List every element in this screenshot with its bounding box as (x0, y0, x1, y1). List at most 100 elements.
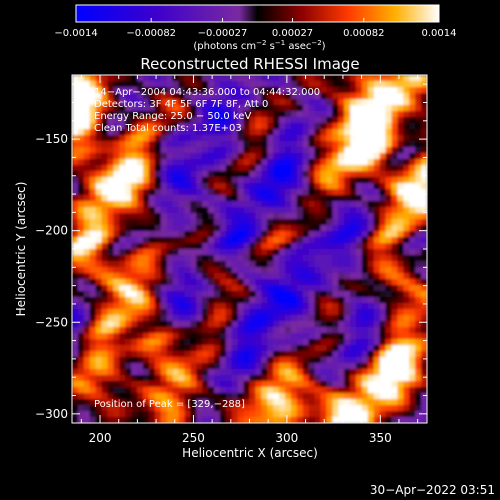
heatmap-cell (107, 111, 115, 118)
heatmap-cell (148, 243, 156, 250)
heatmap-cell (403, 201, 410, 208)
heatmap-cell (421, 165, 427, 172)
heatmap-cell (350, 315, 357, 322)
heatmap-cell (137, 279, 144, 286)
heatmap-cell (379, 393, 387, 400)
heatmap-cell (285, 375, 292, 382)
heatmap-cell (379, 297, 387, 304)
heatmap-cell (137, 393, 144, 400)
heatmap-cell (350, 321, 357, 328)
heatmap-cell (154, 117, 162, 124)
heatmap-cell (237, 357, 245, 364)
heatmap-cell (403, 237, 410, 244)
heatmap-cell (148, 117, 156, 124)
heatmap-cell (350, 123, 357, 130)
heatmap-cell (279, 237, 286, 244)
heatmap-cell (344, 141, 351, 148)
heatmap-cell (397, 321, 404, 328)
heatmap-cell (184, 339, 191, 346)
heatmap-cell (267, 255, 274, 262)
heatmap-cell (101, 363, 109, 370)
heatmap-cell (184, 207, 191, 214)
heatmap-cell (273, 213, 280, 220)
heatmap-cell (332, 345, 339, 352)
heatmap-cell (202, 285, 209, 292)
heatmap-cell (237, 183, 245, 190)
heatmap-cell (338, 297, 345, 304)
heatmap-cell (361, 225, 369, 232)
heatmap-cell (125, 135, 132, 142)
heatmap-cell (350, 291, 357, 298)
heatmap-cell (225, 369, 233, 376)
heatmap-cell (261, 105, 268, 112)
heatmap-cell (225, 291, 233, 298)
heatmap-cell (184, 159, 191, 166)
heatmap-cell (255, 183, 262, 190)
heatmap-cell (83, 207, 91, 214)
heatmap-cell (202, 267, 209, 274)
heatmap-cell (290, 339, 298, 346)
heatmap-cell (397, 339, 404, 346)
heatmap-cell (385, 165, 393, 172)
heatmap-cell (184, 111, 191, 118)
heatmap-cell (255, 339, 262, 346)
heatmap-cell (379, 333, 387, 340)
heatmap-cell (237, 387, 245, 394)
heatmap-cell (279, 297, 286, 304)
heatmap-cell (178, 363, 186, 370)
heatmap-cell (255, 381, 262, 388)
heatmap-cell (403, 261, 410, 268)
heatmap-cell (285, 111, 292, 118)
heatmap-cell (332, 93, 339, 100)
heatmap-cell (356, 171, 363, 178)
heatmap-cell (255, 303, 262, 310)
heatmap-cell (373, 111, 381, 118)
heatmap-cell (237, 135, 245, 142)
heatmap-cell (391, 255, 399, 262)
heatmap-cell (184, 135, 191, 142)
heatmap-cell (202, 411, 209, 418)
heatmap-cell (255, 351, 262, 358)
heatmap-cell (208, 285, 215, 292)
heatmap-cell (391, 219, 399, 226)
heatmap-cell (101, 381, 109, 388)
heatmap-cell (137, 75, 144, 82)
heatmap-cell (83, 339, 91, 346)
heatmap-cell (261, 309, 268, 316)
heatmap-cell (326, 81, 333, 88)
heatmap-cell (196, 129, 203, 136)
heatmap-cell (148, 417, 156, 423)
heatmap-cell (72, 213, 79, 220)
heatmap-cell (143, 87, 150, 94)
heatmap-cell (89, 105, 97, 112)
heatmap-cell (320, 261, 328, 268)
heatmap-cell (373, 105, 381, 112)
heatmap-cell (314, 291, 322, 298)
heatmap-cell (119, 357, 126, 364)
heatmap-cell (361, 87, 369, 94)
heatmap-cell (107, 153, 115, 160)
heatmap-cell (101, 369, 109, 376)
heatmap-cell (302, 411, 310, 418)
heatmap-cell (249, 201, 257, 208)
heatmap-cell (338, 309, 345, 316)
heatmap-cell (373, 315, 381, 322)
heatmap-cell (314, 81, 322, 88)
heatmap-cell (178, 195, 186, 202)
heatmap-cell (143, 201, 150, 208)
heatmap-cell (361, 147, 369, 154)
heatmap-cell (154, 165, 162, 172)
heatmap-cell (172, 177, 180, 184)
heatmap-cell (166, 207, 174, 214)
heatmap-cell (350, 141, 357, 148)
heatmap-cell (219, 417, 227, 423)
heatmap-cell (77, 207, 85, 214)
heatmap-cell (379, 369, 387, 376)
heatmap-cell (208, 399, 215, 406)
heatmap-cell (172, 87, 180, 94)
heatmap-cell (391, 315, 399, 322)
heatmap-cell (148, 327, 156, 334)
heatmap-cell (385, 111, 393, 118)
heatmap-cell (332, 117, 339, 124)
heatmap-cell (379, 111, 387, 118)
